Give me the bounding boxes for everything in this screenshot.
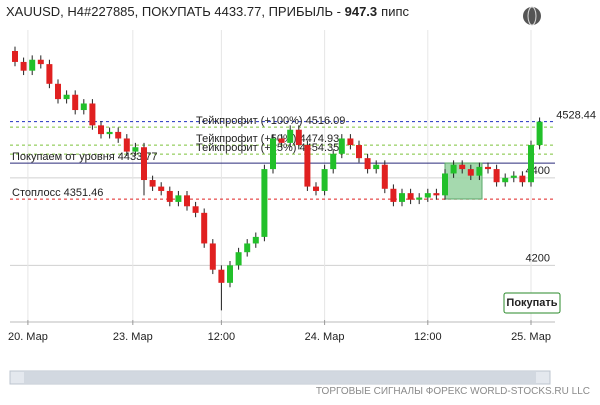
- candle-body: [510, 175, 517, 178]
- x-tick-label: 12:00: [208, 331, 236, 343]
- candle-body: [63, 94, 70, 100]
- candle-body: [424, 193, 431, 198]
- candle-body: [330, 153, 337, 170]
- candle-body: [252, 236, 259, 244]
- candle-body: [407, 193, 414, 200]
- candle-body: [528, 145, 534, 183]
- level-label: Тейкпрофит (+25%) 4454.35: [196, 142, 339, 154]
- candle-body: [132, 147, 139, 152]
- candle-body: [416, 197, 423, 200]
- candle-body: [261, 169, 268, 237]
- candle-body: [149, 180, 156, 187]
- candle-body: [55, 83, 61, 100]
- candle-body: [80, 103, 87, 111]
- candle-body: [390, 188, 397, 202]
- chart-title: XAUUSD, H4#227885, ПОКУПАТЬ 4433.77, ПРИ…: [6, 4, 409, 19]
- candle-body: [46, 64, 53, 84]
- candle-body: [356, 145, 362, 159]
- candle-body: [442, 173, 448, 196]
- candle-body: [244, 243, 251, 253]
- candle-body: [536, 121, 543, 146]
- candle-body: [364, 158, 371, 170]
- candle-body: [519, 175, 526, 183]
- candle-body: [184, 195, 190, 207]
- x-tick-label: 23. Мар: [113, 331, 153, 343]
- candle-body: [123, 138, 130, 152]
- candle-body: [72, 94, 79, 111]
- candle-body: [20, 61, 27, 71]
- candle-body: [399, 193, 405, 202]
- candle-body: [235, 252, 242, 266]
- candle-body: [433, 193, 440, 196]
- x-tick-label: 24. Мар: [305, 331, 345, 343]
- candle-body: [493, 169, 500, 183]
- candle-body: [98, 125, 104, 135]
- level-label: Тейкпрофит (+50%) 4474.93: [196, 133, 339, 145]
- title-text: XAUUSD, H4#227885, ПОКУПАТЬ 4433.77, ПРИ…: [6, 4, 345, 19]
- level-label: 4528.44: [556, 110, 596, 122]
- candle-body: [106, 131, 113, 135]
- candle-body: [12, 50, 18, 62]
- candle-body: [209, 243, 216, 270]
- candle-body: [321, 169, 328, 191]
- candle-body: [166, 190, 173, 202]
- buy-button[interactable]: [503, 292, 561, 314]
- profit-value: 947.3: [345, 4, 378, 19]
- candle-body: [141, 147, 147, 181]
- x-tick-label: 25. Мар: [511, 331, 551, 343]
- candle-body: [459, 164, 466, 170]
- candle-body: [175, 195, 182, 202]
- globe-icon[interactable]: [523, 7, 541, 25]
- level-label: Покупаем от уровня 4433.77: [12, 151, 158, 163]
- candle-body: [338, 138, 345, 154]
- candle-body: [218, 269, 225, 283]
- x-tick-label: 12:00: [414, 331, 442, 343]
- candle-body: [270, 138, 276, 170]
- candle-body: [115, 131, 122, 139]
- x-tick-label: 20. Мар: [8, 331, 48, 343]
- scroll-thumb[interactable]: [24, 372, 536, 383]
- candle-body: [192, 206, 199, 213]
- candle-body: [485, 166, 491, 170]
- y-tick-label: 4200: [526, 252, 550, 264]
- candle-body: [373, 164, 380, 170]
- level-label: Тейкпрофит (+100%) 4516.09: [196, 115, 345, 127]
- candle-body: [227, 265, 233, 283]
- candle-body: [89, 103, 96, 126]
- candle-body: [37, 59, 44, 65]
- candle-body: [502, 177, 509, 183]
- globe-meridian: [527, 6, 537, 26]
- candle-body: [278, 138, 285, 143]
- candle-body: [304, 145, 311, 187]
- candle-body: [381, 164, 388, 189]
- candle-body: [295, 129, 302, 146]
- candle-body: [476, 166, 483, 176]
- candle-body: [201, 212, 208, 244]
- buy-button-label[interactable]: Покупать: [506, 297, 557, 309]
- candle-body: [467, 169, 474, 176]
- candle-body: [347, 138, 354, 146]
- candle-body: [287, 129, 294, 143]
- footer: ТОРГОВЫЕ СИГНАЛЫ ФОРЕКС WORLD-STOCKS.RU …: [316, 386, 590, 397]
- candle-body: [313, 186, 319, 191]
- candle-body: [158, 186, 165, 191]
- candle-body: [29, 59, 36, 71]
- level-label: Стоплосс 4351.46: [12, 187, 103, 199]
- profit-unit: пипс: [381, 4, 409, 19]
- candle-body: [450, 164, 457, 174]
